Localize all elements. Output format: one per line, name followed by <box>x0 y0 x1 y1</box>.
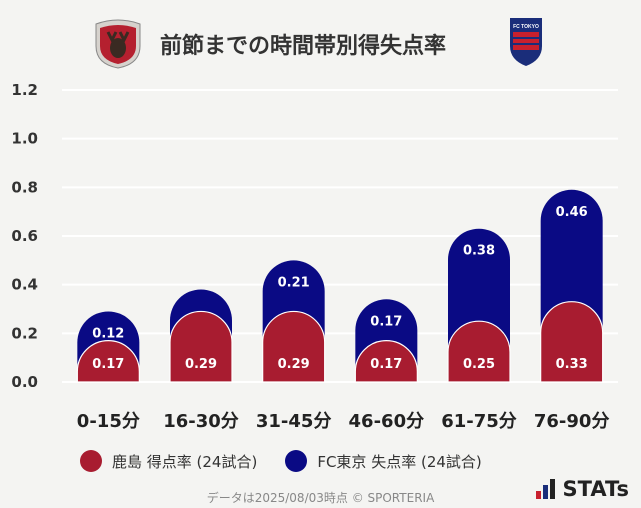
data-label-home: 0.29 <box>185 357 217 372</box>
y-tick-label: 0.8 <box>11 178 38 196</box>
svg-text:FC TOKYO: FC TOKYO <box>513 24 539 30</box>
data-label-home: 0.25 <box>463 357 495 372</box>
source-note: データは2025/08/03時点 © SPORTERIA <box>206 491 435 505</box>
y-axis-ticks: 0.0 0.2 0.4 0.6 0.8 1.0 1.2 <box>11 81 38 391</box>
data-label-home: 0.17 <box>92 357 124 372</box>
y-tick-label: 1.0 <box>11 130 38 148</box>
data-label-away: 0.21 <box>278 275 310 290</box>
x-tick-label: 61-75分 <box>441 411 517 432</box>
legend-label-away: FC東京 失点率 (24試合) <box>317 452 482 471</box>
bar-group: 0.17 0.12 0.29 0.29 0.21 0.17 0.17 0.25 0.38 0.33… <box>76 189 604 383</box>
bar-home-46-60分 <box>354 340 418 383</box>
legend-swatch-home <box>80 450 102 472</box>
y-tick-label: 0.0 <box>11 373 38 391</box>
data-label-home: 0.17 <box>370 357 402 372</box>
bar-home-76-90分 <box>540 301 604 383</box>
x-tick-label: 0-15分 <box>77 411 140 432</box>
data-label-away: 0.17 <box>370 314 402 329</box>
y-tick-label: 1.2 <box>11 81 38 99</box>
x-tick-label: 16-30分 <box>163 411 239 432</box>
grid-lines <box>62 89 618 383</box>
data-label-away: 0.12 <box>92 326 124 341</box>
data-label-home: 0.33 <box>556 357 588 372</box>
brand-label: STATs <box>562 477 629 501</box>
y-tick-label: 0.6 <box>11 227 38 245</box>
y-tick-label: 0.2 <box>11 324 38 342</box>
legend-label-home: 鹿島 得点率 (24試合) <box>112 452 258 471</box>
stats-brand: STATs <box>535 477 629 501</box>
legend: 鹿島 得点率 (24試合) FC東京 失点率 (24試合) <box>80 450 510 472</box>
bar-home-16-30分 <box>169 310 233 383</box>
data-label-home: 0.29 <box>278 357 310 372</box>
legend-item-home: 鹿島 得点率 (24試合) <box>80 450 257 472</box>
fc-tokyo-emblem-icon: FC TOKYO <box>510 18 542 66</box>
bar-home-61-75分 <box>447 320 511 383</box>
data-label-away: 0.38 <box>463 244 495 259</box>
stats-logo-icon <box>535 479 557 499</box>
legend-swatch-away <box>285 450 308 472</box>
data-label-away: 0.46 <box>556 205 588 220</box>
legend-item-away: FC東京 失点率 (24試合) <box>285 450 482 472</box>
x-tick-label: 31-45分 <box>256 411 332 432</box>
y-tick-label: 0.4 <box>11 276 38 294</box>
kashima-antlers-emblem-icon <box>95 19 141 69</box>
chart-title: 前節までの時間帯別得失点率 <box>160 34 447 59</box>
x-axis-ticks: 0-15分 16-30分 31-45分 46-60分 61-75分 76-90分 <box>77 411 610 432</box>
bar-home-0-15分 <box>76 340 140 383</box>
x-tick-label: 76-90分 <box>534 411 610 432</box>
x-tick-label: 46-60分 <box>349 411 425 432</box>
bar-home-31-45分 <box>262 310 326 383</box>
